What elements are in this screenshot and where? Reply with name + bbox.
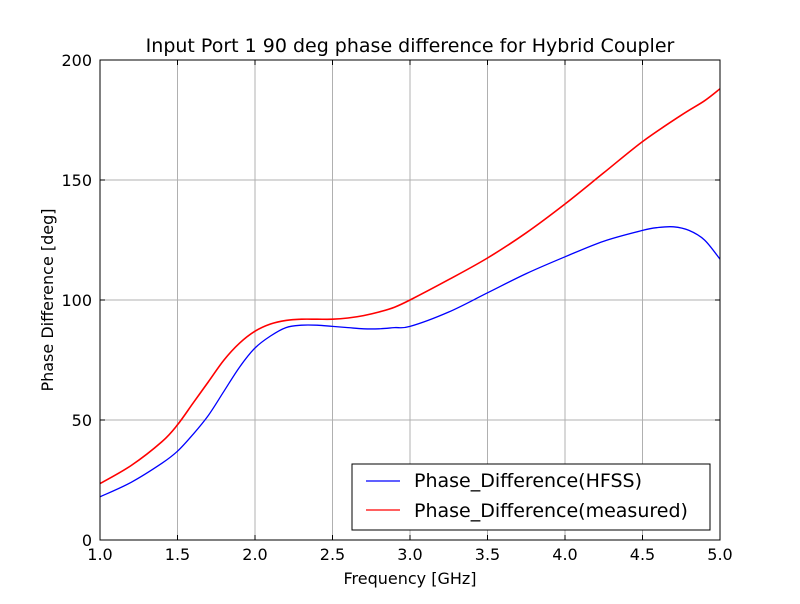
chart-title: Input Port 1 90 deg phase difference for…	[146, 35, 675, 57]
y-axis-label: Phase Difference [deg]	[38, 208, 57, 391]
plot-area-frame	[99, 59, 721, 541]
x-tick-label: 1.0	[87, 545, 112, 564]
ticks-layer: 1.0 1.5 2.0 2.5 3.0 3.5 4.0 4.5 5.0 0 50 100 150 200	[61, 51, 732, 564]
x-tick-label: 2.5	[320, 545, 345, 564]
x-tick-label: 3.5	[475, 545, 500, 564]
x-tick-label: 3.0	[397, 545, 422, 564]
x-tick-label: 5.0	[707, 545, 732, 564]
series-line-hfss	[99, 225, 721, 498]
series-layer	[99, 88, 721, 498]
x-tick-label: 4.5	[630, 545, 655, 564]
y-tick-label: 100	[61, 291, 92, 310]
legend-label-measured: Phase_Difference(measured)	[414, 500, 688, 522]
series-line-measured	[99, 88, 721, 485]
x-axis-label: Frequency [GHz]	[343, 569, 476, 588]
legend: Phase_Difference(HFSS) Phase_Difference(…	[351, 463, 711, 531]
legend-box	[351, 463, 711, 531]
x-tick-label: 4.0	[552, 545, 577, 564]
y-tick-label: 150	[61, 171, 92, 190]
y-tick-label: 200	[61, 51, 92, 70]
x-tick-label: 2.0	[242, 545, 267, 564]
legend-label-hfss: Phase_Difference(HFSS)	[414, 470, 642, 492]
y-tick-label: 0	[82, 531, 92, 550]
y-tick-label: 50	[72, 411, 92, 430]
x-tick-label: 1.5	[165, 545, 190, 564]
